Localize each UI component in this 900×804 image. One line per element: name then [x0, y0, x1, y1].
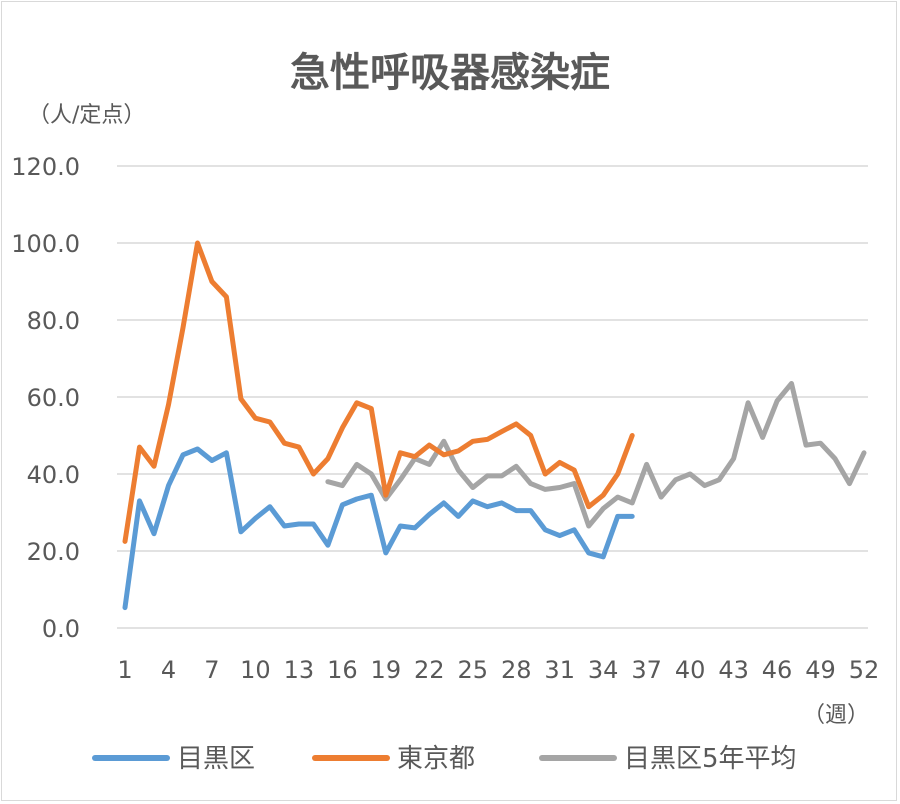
x-tick-label: 28: [501, 656, 532, 684]
gridlines: [117, 165, 868, 629]
x-tick-label: 46: [762, 656, 793, 684]
x-tick-label: 25: [457, 656, 488, 684]
x-tick-label: 52: [849, 656, 880, 684]
series-lines: [122, 240, 867, 611]
x-tick-label: 13: [284, 656, 315, 684]
x-tick-label: 4: [161, 656, 176, 684]
y-axis-unit: （人/定点）: [28, 103, 145, 128]
chart-title: 急性呼吸器感染症: [290, 50, 610, 96]
x-tick-label: 10: [240, 656, 271, 684]
legend: 目黒区 東京都 目黒区5年平均: [92, 744, 797, 774]
x-tick-label: 7: [204, 656, 219, 684]
series-line-2: [325, 381, 867, 529]
y-tick-label: 60.0: [27, 384, 80, 412]
x-tick-label: 34: [588, 656, 619, 684]
y-tick-label: 40.0: [27, 461, 80, 489]
y-tick-label: 0.0: [42, 615, 80, 643]
x-tick-label: 40: [675, 656, 706, 684]
x-axis-unit: （週）: [803, 703, 869, 728]
legend-label: 目黒区: [177, 744, 255, 774]
x-tick-label: 22: [414, 656, 445, 684]
x-tick-label: 1: [117, 656, 132, 684]
y-tick-label: 120.0: [11, 153, 80, 181]
series-line-1: [122, 240, 635, 544]
x-tick-label: 19: [371, 656, 402, 684]
y-tick-labels: 0.0 20.0 40.0 60.0 80.0 100.0 120.0: [11, 153, 80, 643]
y-tick-label: 20.0: [27, 538, 80, 566]
x-tick-label: 43: [718, 656, 749, 684]
legend-label: 東京都: [397, 744, 475, 774]
x-tick-labels: 1 4 7 10 13 16 19 22 25 28 31 34 37 40 43 46 49 52: [117, 656, 879, 684]
series-line-0: [122, 446, 635, 611]
x-tick-label: 49: [805, 656, 836, 684]
x-tick-label: 16: [327, 656, 358, 684]
y-tick-label: 80.0: [27, 307, 80, 335]
y-tick-label: 100.0: [11, 230, 80, 258]
x-tick-label: 37: [631, 656, 662, 684]
x-tick-label: 31: [544, 656, 575, 684]
legend-label: 目黒区5年平均: [624, 744, 797, 774]
